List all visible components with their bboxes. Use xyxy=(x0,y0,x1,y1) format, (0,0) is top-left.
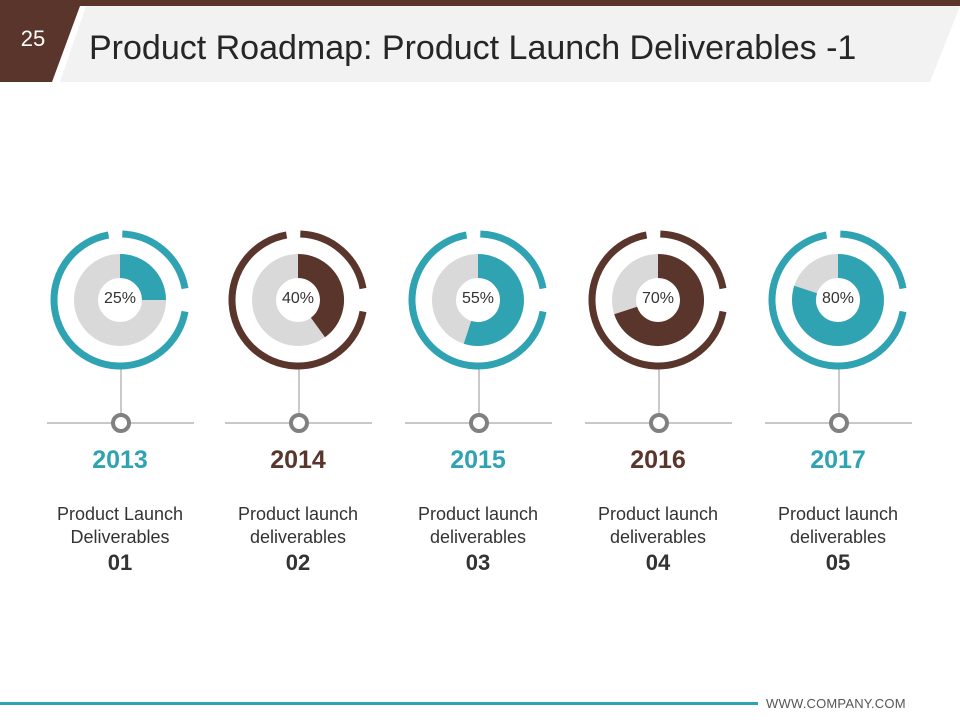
milestone-desc-line1: Product launch xyxy=(237,504,359,524)
outer-ring-arc-main xyxy=(588,231,727,370)
outer-ring-arc-top xyxy=(122,230,189,290)
percent-label: 25% xyxy=(103,290,137,307)
milestone-desc-line1: Product Launch xyxy=(56,504,184,524)
donut-value-arc xyxy=(792,254,884,346)
timeline-node xyxy=(829,413,849,433)
outer-ring-arc-main xyxy=(228,231,367,370)
milestone-number: 01 xyxy=(107,550,133,575)
milestone-year: 2013 xyxy=(92,446,148,474)
timeline-node xyxy=(111,413,131,433)
slide-number: 25 xyxy=(20,26,46,51)
milestone-year: 2016 xyxy=(630,446,686,474)
outer-ring-arc-main xyxy=(768,231,907,370)
timeline-node xyxy=(649,413,669,433)
milestone-desc-line1: Product launch xyxy=(597,504,719,524)
outer-ring-arc-top xyxy=(660,230,727,290)
donut-value-arc xyxy=(463,254,524,346)
milestone-desc-line2: Deliverables xyxy=(70,527,170,547)
slide-title: Product Roadmap: Product Launch Delivera… xyxy=(89,29,857,67)
milestone-desc-line2: deliverables xyxy=(429,527,527,547)
donut-value-arc xyxy=(297,254,344,338)
outer-ring-arc-top xyxy=(480,230,547,290)
milestone-number: 04 xyxy=(645,550,671,575)
milestone-year: 2017 xyxy=(810,446,866,474)
footer-website: WWW.COMPANY.COM xyxy=(766,696,906,711)
top-accent-line xyxy=(0,0,960,6)
timeline-node xyxy=(289,413,309,433)
outer-ring-arc-top xyxy=(300,230,367,290)
milestone-desc-line2: deliverables xyxy=(249,527,347,547)
footer-line xyxy=(0,702,758,705)
timeline-node xyxy=(469,413,489,433)
milestone-desc-line1: Product launch xyxy=(417,504,539,524)
milestone-desc-line2: deliverables xyxy=(789,527,887,547)
donut-value-arc xyxy=(614,254,704,346)
percent-label: 55% xyxy=(461,290,495,307)
percent-label: 70% xyxy=(641,290,675,307)
milestone-year: 2014 xyxy=(270,446,326,474)
donut-value-arc xyxy=(119,254,166,301)
title-band xyxy=(60,6,960,82)
outer-ring-arc-main xyxy=(50,231,189,370)
milestone-year: 2015 xyxy=(450,446,506,474)
outer-ring-arc-top xyxy=(840,230,907,290)
milestone-desc-line1: Product launch xyxy=(777,504,899,524)
percent-label: 80% xyxy=(821,290,855,307)
outer-ring-arc-main xyxy=(408,231,547,370)
milestone-number: 05 xyxy=(825,550,851,575)
milestone-desc-line2: deliverables xyxy=(609,527,707,547)
milestone-number: 03 xyxy=(465,550,491,575)
milestone-number: 02 xyxy=(285,550,311,575)
percent-label: 40% xyxy=(281,290,315,307)
